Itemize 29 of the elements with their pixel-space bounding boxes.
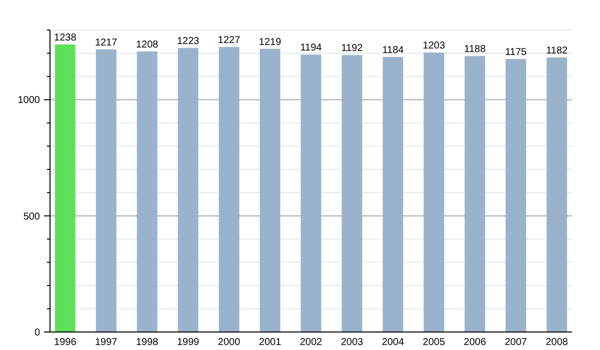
- data-label: 1194: [300, 42, 322, 54]
- x-tick-label: 2002: [300, 337, 323, 348]
- x-tick-label: 2005: [422, 337, 446, 348]
- data-label: 1175: [505, 47, 528, 58]
- data-label: 1217: [95, 37, 118, 48]
- x-tick-label: 2007: [504, 337, 528, 348]
- x-tick-label: 1996: [54, 337, 77, 348]
- x-tick-label: 2004: [382, 337, 405, 348]
- x-tick-label: 1998: [136, 337, 159, 348]
- y-tick-label: 500: [23, 211, 40, 222]
- y-tick-label: 0: [34, 328, 40, 338]
- data-label: 1238: [54, 32, 77, 44]
- x-tick-label: 2000: [218, 337, 241, 348]
- data-label: 1208: [136, 39, 159, 50]
- data-label: 1192: [341, 43, 364, 54]
- data-label: 1182: [546, 45, 568, 56]
- y-tick-label: 1000: [18, 95, 40, 106]
- x-tick-label: 2006: [464, 337, 486, 348]
- x-tick-label: 2008: [546, 337, 568, 348]
- data-label: 1223: [176, 36, 200, 47]
- x-tick-label: 2003: [340, 337, 364, 348]
- x-tick-label: 1999: [176, 337, 200, 348]
- data-label: 1203: [422, 40, 446, 52]
- x-tick-label: 1997: [95, 337, 118, 348]
- data-label: 1227: [218, 34, 241, 46]
- data-label: 1184: [382, 44, 404, 56]
- x-tick-label: 2001: [258, 337, 282, 348]
- data-label: 1188: [464, 44, 486, 56]
- data-label: 1219: [258, 36, 282, 48]
